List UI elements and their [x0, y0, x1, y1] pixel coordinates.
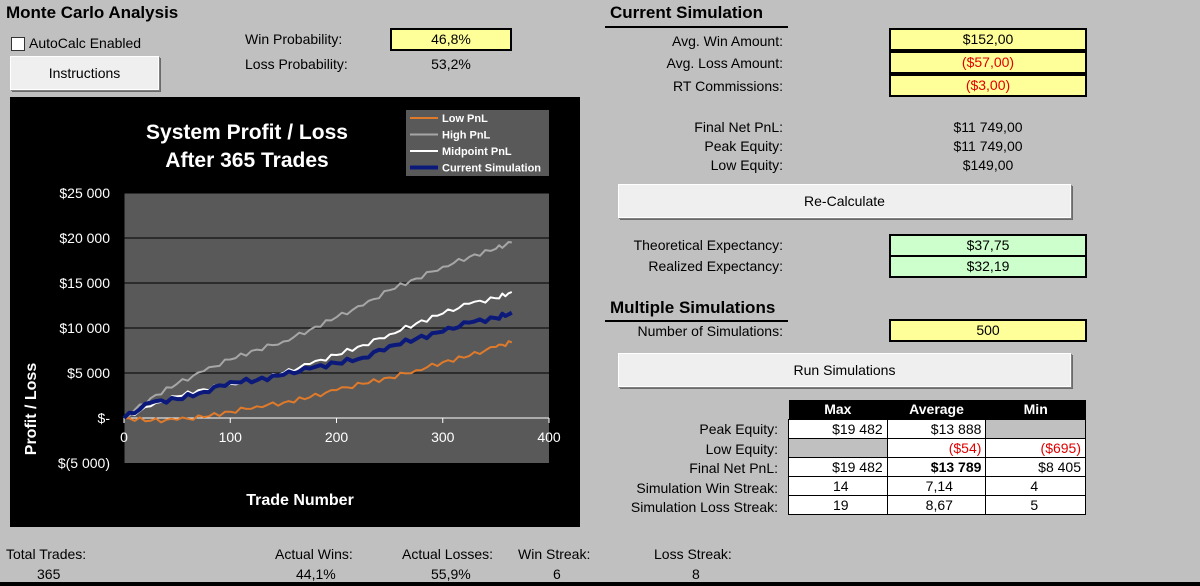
avg-win-field[interactable]: $152,00: [889, 28, 1087, 51]
actual-wins-label: Actual Wins:: [275, 546, 353, 562]
realized-expectancy-label: Realized Expectancy:: [648, 258, 783, 274]
header-max: Max: [788, 400, 888, 419]
win-streak-min: 4: [985, 475, 1086, 496]
profit-loss-chart: System Profit / Loss After 365 Trades Tr…: [10, 97, 580, 527]
stats-row-label: Low Equity:: [705, 441, 778, 457]
actual-losses-label: Actual Losses:: [402, 546, 494, 562]
recalculate-button[interactable]: Re-Calculate: [618, 184, 1071, 218]
peak-equity-min: [985, 418, 1086, 439]
final-net-label: Final Net PnL:: [694, 119, 783, 135]
header-min: Min: [985, 400, 1086, 419]
final-pnl-max: $19 482: [788, 456, 888, 477]
loss-streak-max: 19: [788, 494, 888, 515]
total-trades-value: 365: [37, 566, 61, 582]
chart-title: System Profit / Loss: [146, 121, 348, 144]
peak-equity-max: $19 482: [788, 418, 888, 439]
win-streak-value: 6: [553, 566, 561, 582]
y-tick-label: $20 000: [59, 230, 110, 246]
loss-probability-label: Loss Probability:: [245, 56, 348, 72]
total-trades-label: Total Trades:: [6, 546, 87, 562]
chart-ylabel: Profit / Loss: [23, 363, 40, 456]
loss-probability-value: 53,2%: [431, 56, 471, 72]
multiple-simulations-title: Multiple Simulations: [610, 298, 776, 317]
app-title: Monte Carlo Analysis: [6, 3, 179, 22]
x-tick-label: 400: [537, 429, 561, 445]
peak-equity-label: Peak Equity:: [704, 138, 783, 154]
table-row: ($54) ($695): [788, 437, 1086, 458]
y-tick-label: $(5 000): [58, 455, 110, 471]
final-pnl-avg: $13 789: [886, 456, 987, 477]
stats-row-label: Final Net PnL:: [689, 460, 778, 476]
legend-label: Current Simulation: [442, 163, 541, 175]
theoretical-expectancy-field: $37,75: [889, 234, 1087, 257]
legend-label: Low PnL: [442, 113, 488, 125]
win-probability-label: Win Probability:: [245, 31, 343, 47]
stats-row-label: Peak Equity:: [699, 421, 778, 437]
y-tick-label: $-: [98, 410, 111, 426]
loss-streak-avg: 8,67: [886, 494, 987, 515]
chart-subtitle: After 365 Trades: [165, 149, 328, 172]
y-tick-label: $5 000: [67, 365, 110, 381]
autocalc-checkbox[interactable]: [11, 37, 25, 51]
avg-win-label: Avg. Win Amount:: [671, 33, 783, 49]
autocalc-label: AutoCalc Enabled: [29, 35, 142, 51]
series-line-high-pnl: [123, 241, 512, 419]
series-line-midpoint-pnl: [123, 291, 513, 419]
legend-box: [406, 110, 549, 176]
actual-wins-value: 44,1%: [296, 566, 336, 582]
peak-equity-avg: $13 888: [886, 418, 987, 439]
legend-label: High PnL: [442, 130, 491, 142]
loss-streak-min: 5: [985, 494, 1086, 515]
series-line-current-simulation: [122, 310, 513, 420]
y-tick-label: $10 000: [59, 320, 110, 336]
loss-streak-label: Loss Streak:: [654, 546, 732, 562]
avg-loss-label: Avg. Loss Amount:: [666, 55, 783, 71]
table-row: $19 482 $13 789 $8 405: [788, 456, 1086, 477]
num-simulations-field[interactable]: 500: [889, 319, 1087, 342]
header-average: Average: [887, 400, 986, 419]
actual-losses-value: 55,9%: [431, 566, 471, 582]
x-tick-label: 100: [219, 429, 243, 445]
low-equity-value: $149,00: [962, 157, 1014, 173]
win-probability-field[interactable]: 46,8%: [390, 28, 512, 51]
low-equity-avg: ($54): [886, 437, 987, 458]
rt-commissions-field[interactable]: ($3,00): [889, 74, 1087, 97]
low-equity-label: Low Equity:: [710, 157, 783, 173]
table-row: 14 7,14 4: [788, 475, 1086, 496]
realized-expectancy-field: $32,19: [889, 255, 1087, 278]
x-tick-label: 300: [431, 429, 455, 445]
rt-commissions-label: RT Commissions:: [673, 78, 783, 94]
win-streak-label: Win Streak:: [518, 546, 591, 562]
table-row: $19 482 $13 888: [788, 418, 1086, 439]
avg-loss-field[interactable]: ($57,00): [889, 51, 1087, 74]
table-row: 19 8,67 5: [788, 494, 1086, 515]
y-tick-label: $25 000: [59, 185, 110, 201]
run-simulations-button[interactable]: Run Simulations: [618, 353, 1071, 387]
x-tick-label: 0: [120, 429, 128, 445]
num-simulations-label: Number of Simulations:: [637, 323, 783, 339]
peak-equity-value: $11 749,00: [953, 138, 1023, 154]
series-line-low-pnl: [123, 340, 513, 424]
low-equity-min: ($695): [985, 437, 1086, 458]
x-tick-label: 200: [325, 429, 349, 445]
legend-label: Midpoint PnL: [442, 146, 512, 158]
theoretical-expectancy-label: Theoretical Expectancy:: [633, 237, 783, 253]
low-equity-max: [788, 437, 888, 458]
win-streak-max: 14: [788, 475, 888, 496]
stats-row-label: Simulation Loss Streak:: [630, 499, 778, 515]
current-simulation-title: Current Simulation: [610, 3, 764, 22]
instructions-button[interactable]: Instructions: [10, 56, 159, 90]
multiple-simulations-table: Max Average Min $19 482 $13 888 ($54) ($…: [788, 400, 1086, 515]
stats-row-label: Simulation Win Streak:: [636, 480, 778, 496]
win-streak-avg: 7,14: [886, 475, 987, 496]
final-pnl-min: $8 405: [985, 456, 1086, 477]
loss-streak-value: 8: [692, 566, 700, 582]
chart-xlabel: Trade Number: [246, 492, 354, 509]
final-net-value: $11 749,00: [953, 119, 1023, 135]
y-tick-label: $15 000: [59, 275, 110, 291]
